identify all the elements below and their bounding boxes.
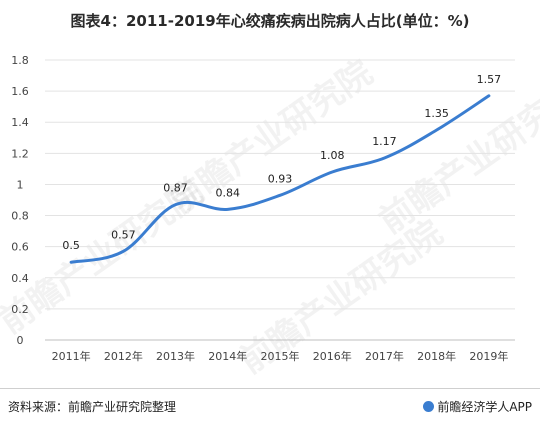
data-labels: 0.5 0.57 0.87 0.84 0.93 1.08 1.17 1.35 1.57	[62, 73, 502, 263]
footer-divider	[0, 388, 540, 389]
source-note: 资料来源：前瞻产业研究院整理	[8, 400, 177, 414]
y-axis-ticks: 0 0.2 0.4 0.6 0.8 1 1.2 1.4 1.6 1.8	[11, 54, 29, 347]
data-label: 0.57	[111, 228, 136, 241]
app-credit: 前瞻经济学人APP	[423, 398, 532, 415]
x-tick-label: 2016年	[313, 349, 352, 363]
data-label: 1.57	[477, 73, 502, 86]
y-tick-label: 0.6	[11, 241, 29, 254]
data-label: 0.5	[62, 239, 80, 252]
x-tick-label: 2019年	[469, 349, 508, 363]
y-tick-label: 0.4	[11, 272, 29, 285]
y-tick-label: 1.6	[11, 85, 29, 98]
line-chart: 00.20.40.60.811.21.41.61.8 2011年 2012年 201…	[11, 54, 515, 363]
y-tick-label: 0.2	[11, 303, 29, 316]
x-tick-label: 2012年	[104, 349, 143, 363]
data-label: 1.35	[424, 107, 449, 120]
data-label: 1.17	[372, 135, 397, 148]
y-tick-label: 1.8	[11, 54, 29, 67]
app-logo-icon	[423, 401, 435, 412]
y-tick-label: 1	[17, 178, 24, 191]
y-tick-label: 1.2	[11, 147, 29, 160]
data-label: 0.87	[163, 182, 188, 195]
data-label: 0.93	[268, 172, 293, 185]
y-tick-label: 0.8	[11, 210, 29, 223]
chart-title: 图表4：2011-2019年心绞痛疾病出院病人占比(单位：%)	[70, 12, 470, 30]
x-tick-label: 2017年	[365, 349, 404, 363]
app-name: 前瞻经济学人APP	[437, 400, 532, 414]
x-tick-label: 2011年	[52, 349, 91, 363]
x-tick-label: 2018年	[417, 349, 456, 363]
y-tick-label: 1.4	[11, 116, 29, 129]
series-line-path	[69, 94, 491, 264]
x-tick-label: 2014年	[208, 349, 247, 363]
data-label: 1.08	[320, 149, 345, 162]
grid-lines	[45, 59, 515, 341]
data-label: 0.84	[216, 186, 241, 199]
x-tick-label: 2015年	[261, 349, 300, 363]
series-line	[69, 94, 491, 264]
x-tick-label: 2013年	[156, 349, 195, 363]
x-axis-ticks: 2011年 2012年 2013年 2014年 2015年 2016年 2017年 2018年…	[52, 349, 509, 363]
y-tick-label: 0	[17, 334, 24, 347]
